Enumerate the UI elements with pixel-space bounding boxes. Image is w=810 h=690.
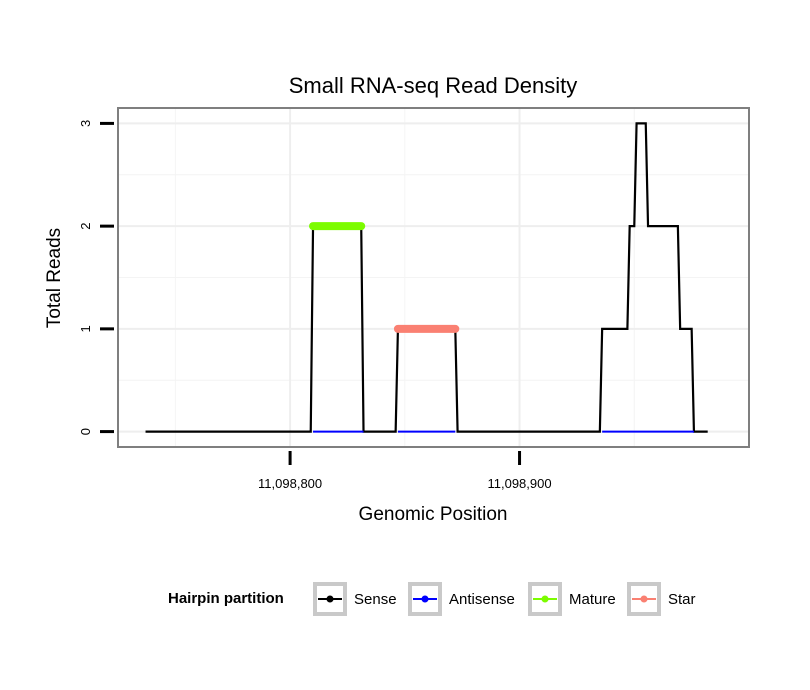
x-axis: 11,098,800 11,098,900 bbox=[258, 451, 552, 491]
legend-entry-mature: Mature bbox=[528, 582, 616, 616]
legend-label: Antisense bbox=[449, 591, 515, 608]
y-tick-label: 3 bbox=[78, 120, 93, 127]
x-tick-label: 11,098,900 bbox=[487, 476, 551, 491]
y-tick-label: 2 bbox=[78, 223, 93, 230]
legend-label: Sense bbox=[354, 591, 397, 608]
legend-key-dot bbox=[421, 595, 429, 603]
chart-title: Small RNA-seq Read Density bbox=[289, 73, 578, 98]
legend-key-dot bbox=[326, 595, 334, 603]
legend-label: Star bbox=[668, 591, 696, 608]
legend-key-box bbox=[408, 582, 442, 616]
legend-entry-antisense: Antisense bbox=[408, 582, 515, 616]
legend-entry-star: Star bbox=[627, 582, 696, 616]
legend-entry-sense: Sense bbox=[313, 582, 397, 616]
x-axis-label: Genomic Position bbox=[359, 504, 508, 525]
legend-key-dot bbox=[640, 595, 648, 603]
legend-key-dot bbox=[541, 595, 549, 603]
y-tick-label: 1 bbox=[78, 325, 93, 332]
x-tick-label: 11,098,800 bbox=[258, 476, 322, 491]
series-line-sense bbox=[145, 122, 708, 433]
series-layer bbox=[145, 122, 708, 433]
plot-border bbox=[117, 107, 750, 448]
legend-title: Hairpin partition bbox=[168, 590, 284, 607]
plot-area bbox=[117, 107, 750, 448]
y-axis: 0 1 2 3 bbox=[78, 120, 114, 435]
legend: Hairpin partition Sense Antisense Mature St… bbox=[168, 582, 696, 616]
legend-label: Mature bbox=[569, 591, 616, 608]
y-axis-label: Total Reads bbox=[44, 228, 65, 328]
y-tick-label: 0 bbox=[78, 428, 93, 435]
